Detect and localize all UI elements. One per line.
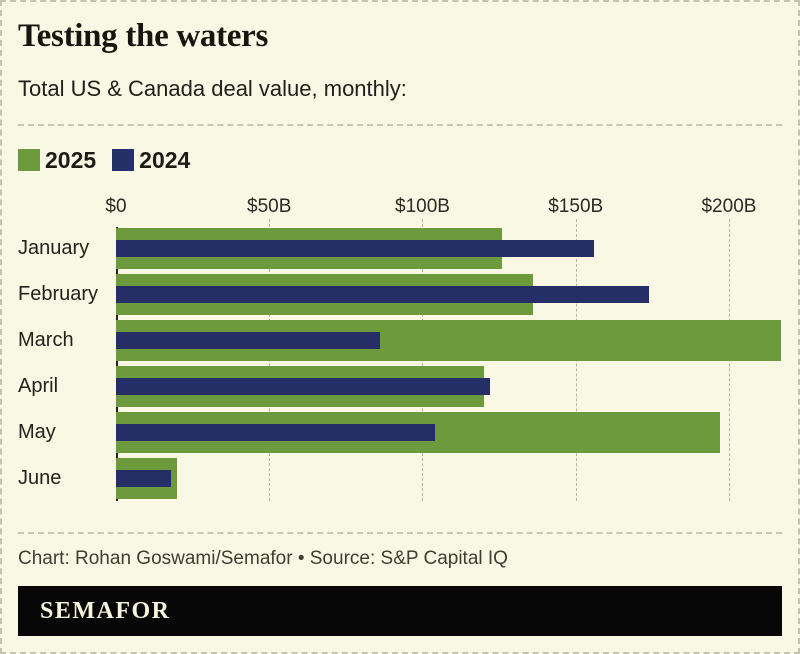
bar-2024-february <box>116 286 650 303</box>
month-label: April <box>18 375 59 397</box>
source-credit: Chart: Rohan Goswami/Semafor • Source: S… <box>18 548 508 569</box>
bar-group <box>116 228 782 269</box>
month-label: January <box>18 237 90 259</box>
month-label: February <box>18 283 99 305</box>
brand-bar: SEMAFOR <box>18 586 782 636</box>
bar-row: June <box>18 458 782 499</box>
bar-group <box>116 320 782 361</box>
legend-item-2025: 2025 <box>18 147 96 174</box>
x-tick-label: $200B <box>701 196 757 217</box>
x-tick-label: $100B <box>395 196 450 217</box>
bar-group <box>116 274 782 315</box>
bar-row: May <box>18 412 782 453</box>
bar-group <box>116 458 782 499</box>
month-label: June <box>18 467 62 489</box>
month-label: March <box>18 329 74 351</box>
bar-2024-january <box>116 240 595 257</box>
x-axis: $0 $50B $100B $150B $200B <box>105 196 782 217</box>
month-label: May <box>18 421 56 443</box>
legend-swatch-2024 <box>112 149 135 171</box>
x-tick-label: $150B <box>548 196 604 217</box>
bar-group <box>116 366 782 407</box>
bar-row: February <box>18 274 782 315</box>
bar-group <box>116 412 782 453</box>
plot-area: January February March April May June <box>18 219 782 501</box>
footer-divider <box>18 532 782 534</box>
bar-row: March <box>18 320 782 361</box>
chart-legend: 2025 2024 <box>18 147 782 174</box>
legend-swatch-2025 <box>18 149 40 171</box>
legend-label-2025: 2025 <box>45 146 97 173</box>
bar-2024-march <box>116 332 380 349</box>
bar-2024-april <box>116 378 490 395</box>
bar-row: April <box>18 366 782 407</box>
x-tick-label: $50B <box>247 196 292 217</box>
legend-item-2024: 2024 <box>112 147 190 174</box>
semafor-logo: SEMAFOR <box>40 597 171 624</box>
header-divider <box>18 124 782 126</box>
x-tick-label: $0 <box>105 196 127 217</box>
bar-2024-june <box>116 470 172 487</box>
bar-2024-may <box>116 424 435 441</box>
page-title: Testing the waters <box>18 18 269 54</box>
bar-row: January <box>18 228 782 269</box>
chart-subtitle: Total US & Canada deal value, monthly: <box>18 76 407 101</box>
legend-label-2024: 2024 <box>139 146 191 173</box>
